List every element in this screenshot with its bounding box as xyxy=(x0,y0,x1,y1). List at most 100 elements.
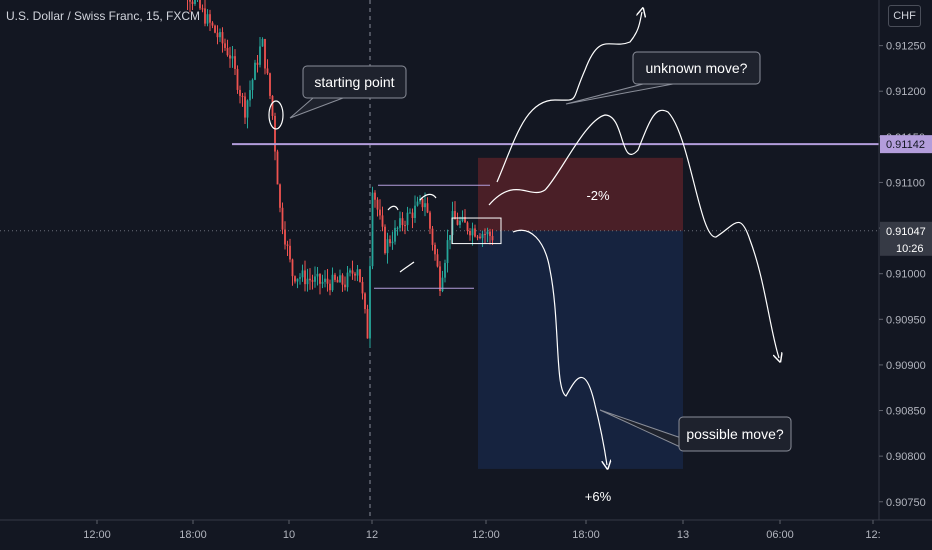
callout-pointer xyxy=(565,83,674,105)
callout-starting-point: starting point xyxy=(289,65,407,119)
candle-body xyxy=(246,100,249,118)
callout-possible-move: possible move? xyxy=(599,409,792,452)
currency-badge[interactable]: CHF xyxy=(888,5,921,27)
candle xyxy=(456,212,459,226)
candle xyxy=(319,273,321,295)
time-tick-label: 12 xyxy=(366,529,378,541)
candle-body xyxy=(321,281,324,284)
candle-body xyxy=(474,228,476,237)
time-tick-label: 12:00 xyxy=(83,529,111,541)
candle xyxy=(394,220,396,245)
candle xyxy=(379,199,381,220)
candle xyxy=(316,266,319,286)
candle xyxy=(341,273,344,292)
candle xyxy=(384,224,386,255)
candle-body xyxy=(209,14,211,23)
candle xyxy=(309,268,311,290)
candle-body xyxy=(306,278,309,285)
candle xyxy=(344,276,346,291)
candle xyxy=(424,192,426,217)
candle xyxy=(191,0,194,10)
candle-body xyxy=(251,79,254,91)
candle-body xyxy=(441,277,444,292)
candle-body xyxy=(331,274,334,291)
candle xyxy=(256,54,259,73)
callout-text: unknown move? xyxy=(646,60,748,76)
candle xyxy=(459,216,461,229)
candle xyxy=(246,99,249,129)
candle xyxy=(251,78,254,99)
candle-body xyxy=(334,274,336,280)
candle xyxy=(454,201,456,220)
candle-body xyxy=(284,229,286,245)
candle xyxy=(406,206,409,231)
candle-body xyxy=(274,115,276,152)
candle-body xyxy=(461,216,464,221)
candle-body xyxy=(409,212,411,214)
candle-body xyxy=(271,95,274,116)
candle xyxy=(361,276,364,300)
candle-body xyxy=(404,225,406,227)
candle xyxy=(354,271,356,281)
target-percent-label: +6% xyxy=(585,489,612,504)
candle-body xyxy=(361,281,364,294)
candle xyxy=(481,230,484,248)
candle xyxy=(314,266,316,288)
candle-body xyxy=(241,95,244,97)
candle-body xyxy=(204,8,206,24)
candle-body xyxy=(344,284,346,288)
candle-body xyxy=(336,279,339,283)
candle xyxy=(259,36,261,68)
candle-body xyxy=(291,259,294,277)
candle xyxy=(349,268,351,277)
candle-body xyxy=(239,89,241,96)
candle-body xyxy=(299,277,301,279)
candle-body xyxy=(364,293,366,310)
candle-body xyxy=(384,226,386,254)
candle xyxy=(214,24,216,34)
candle xyxy=(469,228,471,241)
candle xyxy=(326,269,329,292)
current-price-tag xyxy=(880,221,932,256)
candle xyxy=(234,49,236,75)
candle-body xyxy=(211,22,214,26)
candle xyxy=(226,39,229,57)
candle-body xyxy=(309,278,311,281)
candle-body xyxy=(376,199,379,210)
candle-body xyxy=(229,55,231,59)
candle xyxy=(321,274,324,289)
candle-body xyxy=(374,192,376,200)
time-tick-label: 06:00 xyxy=(766,529,794,541)
candle xyxy=(404,220,406,235)
candle xyxy=(371,186,374,270)
squiggle xyxy=(387,205,399,211)
candle xyxy=(206,9,209,27)
choppy-path-arrow xyxy=(488,109,779,358)
candle-body xyxy=(454,211,456,220)
candle xyxy=(439,261,441,297)
candle xyxy=(359,269,361,283)
candle-body xyxy=(401,218,404,226)
time-tick-label: 12: xyxy=(865,529,880,541)
symbol-title: U.S. Dollar / Swiss Franc, 15, FXCM xyxy=(6,9,201,23)
candle-body xyxy=(439,266,441,292)
candle xyxy=(209,9,211,31)
candle xyxy=(296,278,299,289)
candle-body xyxy=(349,270,351,273)
candle xyxy=(416,196,419,207)
candle-body xyxy=(226,47,229,56)
time-tick-label: 12:00 xyxy=(472,529,500,541)
candle-body xyxy=(199,0,201,9)
candle xyxy=(484,228,486,244)
candle xyxy=(239,85,241,104)
candle xyxy=(336,276,339,283)
candle-body xyxy=(261,39,264,47)
candle xyxy=(244,92,246,124)
candle-body xyxy=(471,228,474,236)
candle-body xyxy=(394,227,396,242)
consolidation-box xyxy=(451,217,502,245)
candle-body xyxy=(324,278,326,282)
candle-body xyxy=(426,203,429,213)
